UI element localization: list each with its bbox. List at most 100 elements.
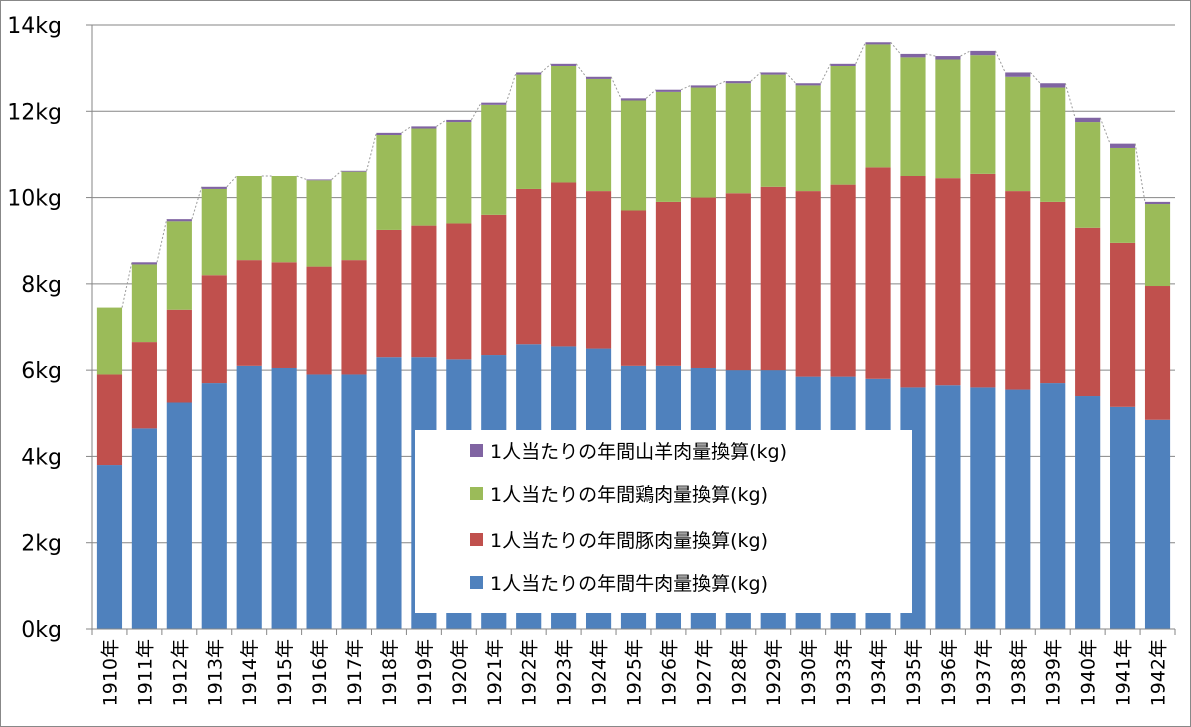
- bar-segment: [1005, 389, 1031, 629]
- x-tick-label: 1911年: [134, 639, 156, 706]
- bar-segment: [1110, 147, 1136, 243]
- total-line-segment: [226, 175, 238, 188]
- bar-segment: [551, 63, 577, 66]
- x-tick-label: 1920年: [449, 639, 471, 706]
- bar-segment: [585, 76, 612, 79]
- bar-segment: [1075, 122, 1101, 228]
- x-tick-label: 1913年: [204, 639, 226, 706]
- x-axis: 1910年 1911年 1912年 1913年 1914年 1915年 1916年 1917年…: [91, 628, 1176, 706]
- legend-swatch: [470, 444, 483, 457]
- total-line-segment: [540, 63, 552, 73]
- x-tick-label: 1926年: [658, 639, 680, 706]
- bar-segment: [935, 385, 961, 629]
- bar-segment: [830, 184, 856, 377]
- y-tick-label: 14kg: [7, 14, 62, 39]
- bar-segment: [481, 214, 507, 356]
- x-tick-label: 1930年: [798, 639, 820, 706]
- legend-label: 1人当たりの年間豚肉量換算(kg): [490, 530, 768, 552]
- bar-segment: [585, 78, 612, 192]
- y-tick-label: 12kg: [7, 100, 62, 125]
- bar-segment: [1040, 383, 1066, 629]
- x-tick-label: 1928年: [728, 639, 750, 706]
- x-tick-label: 1936年: [938, 639, 960, 706]
- x-tick-label: 1935年: [903, 639, 925, 706]
- bar-segment: [131, 262, 157, 265]
- bar-segment: [411, 126, 437, 129]
- total-line-segment: [121, 262, 133, 308]
- bar-segment: [341, 374, 367, 629]
- bar-segment: [655, 89, 682, 92]
- bar-segment: [1005, 72, 1031, 77]
- bar-segment: [306, 180, 332, 267]
- bar-segment: [1144, 286, 1171, 420]
- legend-label: 1人当たりの年間鶏肉量換算(kg): [490, 484, 768, 506]
- total-line-segment: [191, 186, 203, 220]
- bar-segment: [341, 171, 367, 261]
- total-line-segment: [331, 170, 342, 180]
- x-tick-label: 1915年: [274, 639, 296, 706]
- y-axis: 0kg 2kg 4kg 6kg 8kg 10kg 12kg 14kg: [7, 14, 93, 643]
- total-line-segment: [925, 53, 936, 57]
- x-tick-label: 1937年: [973, 639, 995, 706]
- bar-segment: [690, 85, 716, 88]
- bar-segment: [620, 100, 647, 211]
- y-tick-label: 2kg: [21, 532, 62, 557]
- x-tick-label: 1919年: [414, 639, 436, 706]
- total-line-segment: [785, 72, 796, 84]
- bar-segment: [865, 42, 891, 45]
- bar-segment: [341, 170, 367, 172]
- bar-segment: [96, 465, 123, 629]
- x-tick-label: 1940年: [1078, 639, 1100, 706]
- bar-segment: [201, 383, 227, 629]
- bar-segment: [1040, 87, 1066, 202]
- bar-segment: [620, 210, 647, 366]
- legend-swatch: [470, 487, 483, 500]
- bar-segment: [271, 367, 297, 629]
- total-line-segment: [1029, 72, 1041, 84]
- legend-box: [415, 430, 912, 613]
- bar-segment: [131, 428, 157, 629]
- bar-segment: [341, 260, 367, 375]
- bar-segment: [1075, 396, 1101, 629]
- bar-segment: [1144, 204, 1171, 287]
- bar-segment: [655, 91, 682, 202]
- total-line-segment: [960, 50, 971, 57]
- total-line-segment: [715, 80, 726, 86]
- bar-segment: [411, 225, 437, 358]
- bar-segment: [935, 59, 961, 179]
- bar-segment: [166, 221, 192, 310]
- bar-segment: [236, 365, 262, 629]
- bar-segment: [1040, 83, 1066, 88]
- bar-segment: [201, 186, 227, 189]
- bar-segment: [760, 74, 786, 187]
- total-line-segment: [610, 76, 622, 99]
- bar-segment: [935, 178, 961, 386]
- bar-segment: [900, 176, 926, 388]
- total-line-segment: [890, 41, 901, 55]
- bar-segment: [1110, 242, 1136, 407]
- bar-segment: [970, 387, 996, 629]
- bar-segment: [865, 44, 891, 168]
- bar-segment: [970, 173, 996, 388]
- bar-segment: [1144, 419, 1171, 629]
- bar-segment: [201, 188, 227, 276]
- bar-segment: [830, 65, 856, 185]
- y-tick-label: 4kg: [21, 445, 62, 470]
- x-tick-label: 1933年: [833, 639, 855, 706]
- y-tick-label: 8kg: [21, 273, 62, 298]
- bar-segment: [446, 122, 472, 224]
- bar-segment: [411, 128, 437, 226]
- total-line: [121, 41, 1146, 308]
- bar-segment: [725, 193, 751, 371]
- bar-segment: [725, 83, 751, 194]
- bar-segment: [481, 104, 507, 215]
- bar-segment: [306, 266, 332, 375]
- bar-segment: [236, 260, 262, 366]
- x-tick-label: 1922年: [519, 639, 541, 706]
- x-tick-label: 1934年: [868, 639, 890, 706]
- bar-segment: [1005, 191, 1031, 390]
- legend: 1人当たりの年間山羊肉量換算(kg) 1人当たりの年間鶏肉量換算(kg) 1人当たり…: [415, 430, 912, 613]
- total-line-segment: [505, 72, 517, 103]
- bar-segment: [131, 342, 157, 429]
